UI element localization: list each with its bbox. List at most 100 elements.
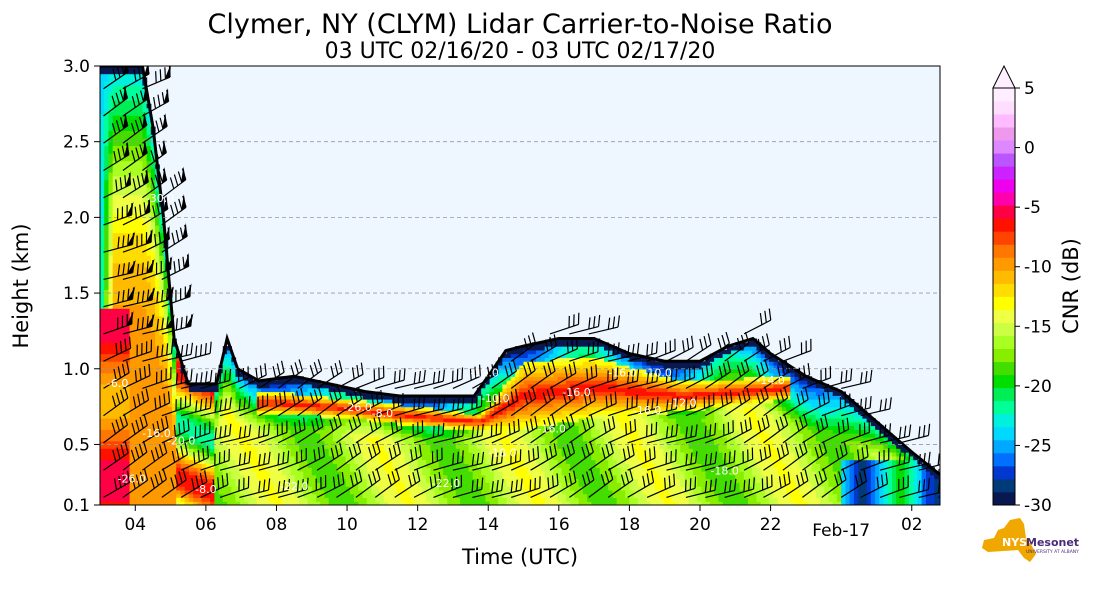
- cnr-cell: [540, 395, 546, 400]
- cnr-cell: [125, 84, 131, 90]
- cnr-cell: [544, 391, 550, 396]
- cnr-cell: [142, 255, 148, 260]
- cnr-cell: [129, 251, 135, 256]
- cnr-cell: [146, 247, 152, 253]
- cnr-cell: [481, 497, 486, 502]
- cnr-cell: [104, 380, 109, 385]
- cnr-cell: [498, 501, 503, 505]
- cnr-cell: [163, 327, 169, 332]
- cnr-cell: [400, 425, 406, 430]
- cnr-cell: [540, 452, 546, 457]
- cnr-cell: [116, 119, 122, 124]
- cnr-cell: [565, 383, 571, 389]
- cnr-cell: [222, 361, 228, 366]
- cnr-cell: [404, 421, 410, 427]
- cnr-cell: [548, 376, 554, 381]
- cnr-cell: [248, 467, 253, 472]
- cnr-cell: [383, 414, 389, 419]
- cnr-cell: [290, 482, 296, 487]
- cnr-cell: [460, 440, 465, 446]
- cnr-cell: [506, 357, 512, 362]
- cnr-cell: [434, 406, 440, 411]
- cnr-cell: [515, 406, 520, 411]
- cnr-cell: [286, 391, 292, 396]
- cnr-cell: [121, 160, 126, 165]
- cnr-cell: [341, 399, 347, 404]
- cnr-cell: [116, 285, 122, 290]
- cnr-cell: [172, 418, 177, 423]
- cnr-cell: [506, 486, 512, 491]
- cnr-cell: [476, 402, 482, 408]
- cnr-cell: [129, 346, 135, 351]
- cnr-cell: [210, 444, 215, 449]
- cnr-cell: [307, 429, 313, 434]
- cnr-cell: [332, 395, 338, 400]
- cnr-cell: [345, 402, 351, 408]
- cnr-cell: [515, 391, 520, 396]
- cnr-cell: [290, 406, 296, 411]
- cnr-cell: [565, 357, 571, 362]
- cnr-cell: [553, 361, 558, 366]
- cnr-cell: [108, 478, 114, 483]
- cnr-cell: [443, 470, 448, 476]
- cnr-cell: [277, 387, 283, 393]
- cnr-cell: [388, 501, 393, 505]
- cnr-cell: [341, 436, 347, 442]
- cnr-cell: [248, 402, 253, 408]
- cnr-cell: [519, 493, 525, 498]
- cnr-cell: [231, 489, 237, 495]
- cnr-cell: [341, 467, 347, 472]
- cnr-cell: [112, 251, 118, 256]
- cnr-cell: [565, 429, 571, 434]
- cnr-cell: [108, 281, 114, 287]
- cnr-cell: [176, 399, 181, 404]
- cnr-cell: [519, 418, 525, 423]
- cnr-cell: [417, 436, 423, 442]
- cnr-cell: [358, 489, 364, 495]
- cnr-cell: [108, 293, 114, 298]
- cnr-cell: [163, 319, 169, 324]
- cnr-cell: [235, 452, 241, 457]
- cnr-cell: [269, 399, 275, 404]
- cnr-cell: [121, 172, 126, 177]
- cnr-cell: [100, 77, 105, 82]
- cnr-cell: [277, 380, 283, 385]
- cnr-cell: [150, 346, 156, 351]
- cnr-cell: [337, 448, 342, 453]
- cnr-cell: [104, 489, 109, 495]
- cnr-cell: [210, 478, 215, 483]
- cnr-cell: [133, 319, 139, 324]
- cnr-cell: [540, 414, 546, 419]
- cnr-cell: [260, 474, 266, 480]
- cnr-cell: [553, 455, 558, 461]
- cnr-cell: [502, 399, 508, 404]
- cnr-cell: [256, 387, 262, 393]
- cnr-cell: [155, 312, 160, 317]
- cnr-cell: [256, 383, 262, 389]
- cnr-cell: [506, 395, 512, 400]
- cnr-cell: [133, 66, 139, 71]
- cnr-cell: [184, 501, 190, 505]
- cnr-cell: [438, 486, 444, 491]
- cnr-cell: [188, 501, 194, 505]
- cnr-cell: [129, 425, 135, 430]
- cnr-cell: [167, 418, 173, 423]
- cnr-cell: [231, 421, 237, 427]
- cnr-cell: [561, 497, 567, 502]
- cnr-cell: [125, 346, 131, 351]
- cnr-cell: [138, 474, 143, 480]
- cnr-cell: [129, 489, 135, 495]
- cnr-cell: [138, 274, 143, 279]
- cnr-cell: [142, 402, 148, 408]
- cnr-cell: [345, 486, 351, 491]
- cnr-cell: [104, 467, 109, 472]
- cnr-cell: [176, 418, 181, 423]
- cnr-cell: [252, 383, 258, 389]
- cnr-cell: [142, 240, 148, 245]
- cnr-cell: [142, 421, 148, 427]
- cnr-cell: [155, 391, 160, 396]
- cnr-cell: [121, 429, 126, 434]
- cnr-cell: [392, 425, 397, 430]
- cnr-cell: [400, 414, 406, 419]
- cnr-cell: [150, 327, 156, 332]
